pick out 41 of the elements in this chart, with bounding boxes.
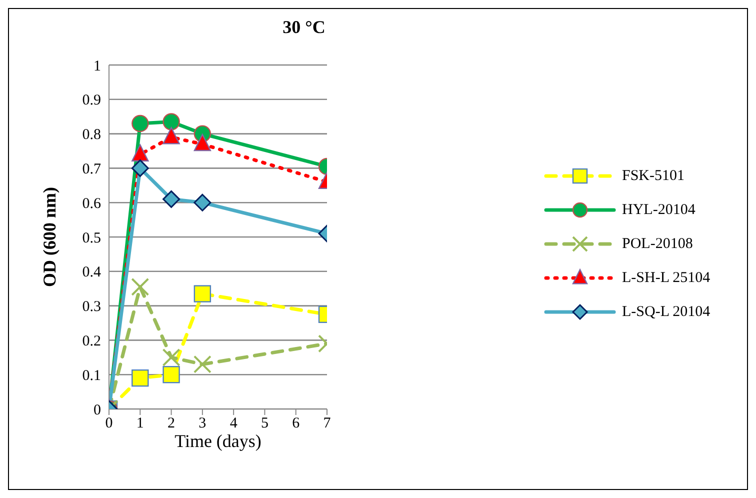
point (194, 194, 212, 212)
y-tick-label: 0.8 (82, 127, 101, 144)
y-tick-label: 0.1 (82, 368, 101, 384)
y-tick-label: 0.2 (82, 334, 101, 350)
point (131, 159, 149, 177)
point (193, 355, 212, 374)
point (132, 369, 149, 387)
x-tick-label: 1 (136, 416, 144, 432)
x-tick-label: 6 (292, 416, 300, 432)
point (132, 144, 149, 162)
y-tick-label: 1 (94, 58, 101, 74)
chart-title: 30 °C (282, 17, 326, 38)
legend-label: L-SQ-L 20104 (622, 304, 710, 320)
x-axis-title: Time (days) (174, 431, 262, 451)
y-tick-label: 0.4 (82, 264, 102, 281)
y-tick-label: 0 (94, 402, 101, 418)
y-tick-label: 0.5 (82, 230, 101, 246)
point (194, 134, 212, 152)
y-tick-label: 0.6 (82, 196, 102, 212)
y-tick-label: 0.3 (82, 299, 101, 316)
point (162, 190, 180, 208)
legend-label: L-SH-L 25104 (622, 270, 710, 286)
point (162, 127, 180, 144)
point (162, 348, 180, 366)
x-tick-label: 3 (198, 416, 206, 432)
x-tick-label: 4 (230, 416, 238, 432)
legend-label: POL-20108 (622, 236, 693, 252)
x-tick-label: 0 (105, 416, 113, 432)
x-tick-label: 5 (260, 416, 268, 432)
legend-label: FSK-5101 (622, 168, 685, 184)
point (131, 278, 150, 296)
point (162, 366, 180, 384)
x-tick-label: 7 (323, 416, 332, 432)
point (194, 285, 212, 302)
y-tick-label: 0.7 (82, 162, 102, 178)
point (162, 113, 180, 130)
y-tick-label: 0.9 (82, 92, 101, 109)
legend-label: HYL-20104 (622, 202, 696, 218)
y-axis-title: OD (600 nm) (39, 187, 60, 287)
point (132, 114, 149, 132)
x-tick-label: 2 (168, 416, 176, 432)
